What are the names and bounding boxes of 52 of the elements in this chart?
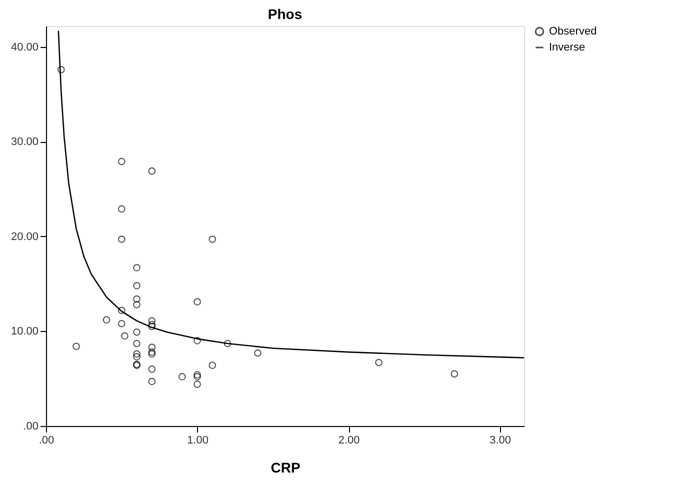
y-tick-label: 30.00 xyxy=(10,136,38,148)
point xyxy=(133,328,140,336)
point xyxy=(118,306,126,314)
x-tick-label: 1.00 xyxy=(187,434,208,446)
legend-label: Observed xyxy=(549,26,597,38)
point xyxy=(148,344,156,351)
x-tick-label: 3.00 xyxy=(490,434,512,446)
chart-title: Phos xyxy=(268,6,302,22)
point xyxy=(72,342,80,350)
point xyxy=(118,205,126,213)
point xyxy=(102,316,110,324)
point xyxy=(133,353,140,360)
point xyxy=(148,365,156,373)
line-series xyxy=(58,30,524,358)
point xyxy=(120,332,128,340)
point xyxy=(133,282,140,290)
y-tick-label: 40.00 xyxy=(10,41,38,54)
point xyxy=(148,317,156,324)
point xyxy=(208,236,216,243)
point xyxy=(133,295,140,303)
y-tick-label: .00 xyxy=(23,420,38,432)
point xyxy=(148,350,156,358)
x-tick-label: .00 xyxy=(38,434,54,446)
point xyxy=(133,340,140,348)
x-axis-title: CRP xyxy=(270,460,300,476)
point xyxy=(148,167,156,175)
point xyxy=(118,236,126,243)
point xyxy=(450,370,458,378)
point xyxy=(148,378,156,386)
point xyxy=(148,320,156,328)
point xyxy=(178,373,186,380)
point xyxy=(194,380,201,388)
point xyxy=(194,371,201,378)
point xyxy=(57,66,65,74)
y-tick-label: 10.00 xyxy=(10,326,38,338)
point xyxy=(224,340,232,348)
point xyxy=(194,373,201,380)
point xyxy=(148,348,156,356)
point xyxy=(254,349,262,357)
point xyxy=(194,298,201,306)
point xyxy=(118,320,126,328)
point xyxy=(375,358,382,366)
y-tick-label: 20.00 xyxy=(10,230,38,243)
legend-label: Inverse xyxy=(549,42,586,54)
x-tick-label: 2.00 xyxy=(338,434,360,446)
point xyxy=(148,322,156,330)
point xyxy=(133,301,140,308)
point xyxy=(118,158,126,166)
point xyxy=(208,362,216,369)
point xyxy=(194,337,201,344)
point xyxy=(133,264,140,272)
point xyxy=(133,350,140,358)
